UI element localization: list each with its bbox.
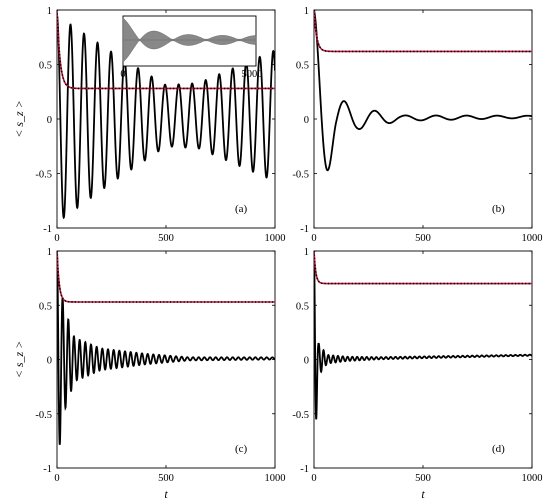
- panel-label: (b): [492, 203, 505, 215]
- y-tick-label: 0.5: [39, 61, 52, 72]
- x-tick-label: 0: [54, 233, 59, 244]
- y-tick-label: 1: [47, 6, 52, 17]
- y-tick-label: 1: [47, 247, 52, 258]
- series-relaxation-line: [57, 251, 275, 303]
- panel-d: -1 -0.5 0 0.5 1 0 500 1000 (d) t: [292, 247, 542, 501]
- y-tick-label: 0.5: [296, 61, 309, 72]
- x-tick-label: 0: [54, 473, 59, 484]
- x-axis-title: t: [164, 487, 168, 501]
- series-relaxation-dots: [57, 10, 275, 90]
- y-tick-label: -0.5: [35, 170, 52, 181]
- y-tick-label: -1: [300, 224, 309, 235]
- inset: 0 5000: [120, 15, 263, 80]
- y-tick-label: -1: [43, 464, 52, 475]
- panel-c: -1 -0.5 0 0.5 1 0 500 1000 (c) < s_z > t: [12, 247, 286, 501]
- series-relaxation-line: [314, 10, 532, 53]
- inset-x-tick-label: 0: [120, 69, 125, 80]
- series-relaxation-dots: [314, 251, 532, 285]
- x-tick-label: 0: [311, 473, 316, 484]
- y-axis-title: < s_z >: [12, 100, 26, 138]
- series-relaxation-line: [314, 251, 532, 285]
- y-tick-label: -0.5: [35, 410, 52, 421]
- y-tick-label: -1: [43, 224, 52, 235]
- x-tick-label: 1000: [265, 473, 286, 484]
- x-tick-label: 500: [415, 473, 431, 484]
- panel-b: -1 -0.5 0 0.5 1 0 500 1000 (b): [292, 6, 542, 244]
- series-oscillation-line: [314, 10, 532, 172]
- y-tick-label: 0.5: [39, 301, 52, 312]
- y-tick-label: -0.5: [292, 170, 309, 181]
- series-oscillation-line: [57, 251, 275, 445]
- y-tick-label: -1: [300, 464, 309, 475]
- x-axis-title: t: [421, 487, 425, 501]
- x-tick-label: 1000: [522, 233, 543, 244]
- y-axis-title: < s_z >: [12, 341, 26, 379]
- panel-label: (c): [235, 443, 248, 455]
- y-tick-label: 0: [304, 356, 309, 367]
- y-tick-label: 0: [304, 115, 309, 126]
- y-tick-label: 0: [47, 115, 52, 126]
- panel-a: -1 -0.5 0 0.5 1 0 500 1000 (a) < s_z > 0 5000: [12, 6, 286, 244]
- plot-frame: [313, 9, 533, 229]
- x-tick-label: 500: [415, 233, 431, 244]
- y-tick-label: -0.5: [292, 410, 309, 421]
- x-tick-label: 0: [311, 233, 316, 244]
- inset-x-tick-label: 5000: [242, 69, 263, 80]
- x-tick-label: 1000: [522, 473, 543, 484]
- x-tick-label: 500: [158, 233, 174, 244]
- x-tick-label: 1000: [265, 233, 286, 244]
- x-tick-label: 500: [158, 473, 174, 484]
- y-tick-label: 1: [304, 6, 309, 17]
- panel-label: (d): [492, 443, 505, 455]
- panel-label: (a): [235, 203, 248, 215]
- y-tick-label: 0.5: [296, 301, 309, 312]
- series-relaxation-dots: [314, 10, 532, 53]
- series-oscillation-line: [314, 251, 532, 420]
- y-tick-label: 1: [304, 247, 309, 258]
- y-tick-label: 0: [47, 356, 52, 367]
- series-relaxation-dots: [57, 251, 275, 303]
